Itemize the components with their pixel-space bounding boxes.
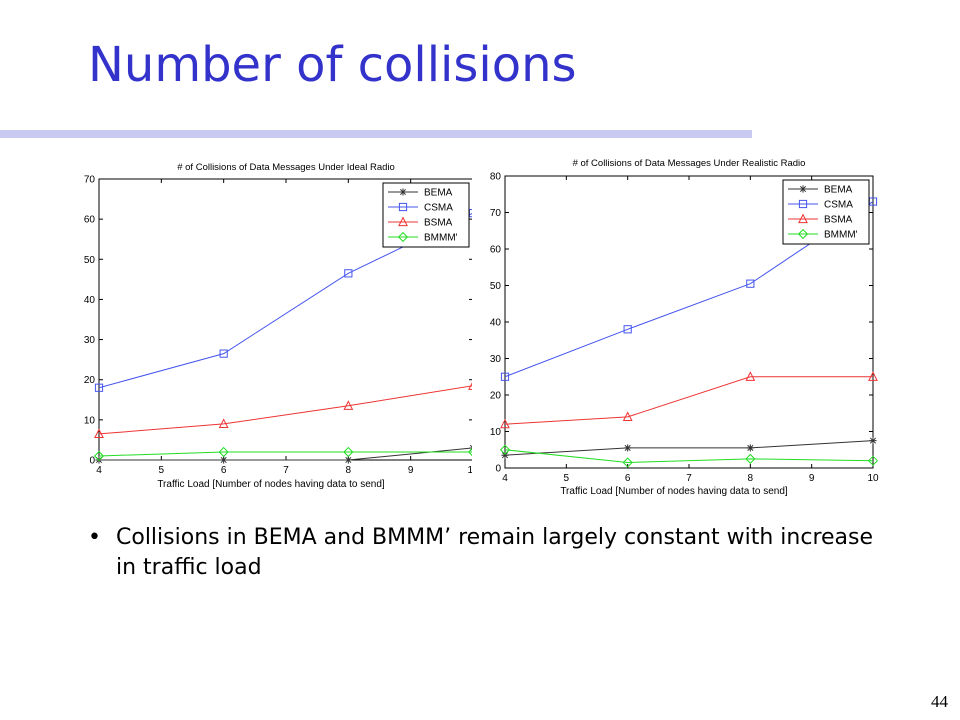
legend-square-marker [398, 202, 408, 212]
y-tick-label: 0 [495, 464, 501, 475]
x-tick-label: 5 [564, 473, 570, 484]
y-tick-label: 30 [84, 335, 96, 346]
data-point-square-marker [500, 372, 510, 381]
data-point-diamond-marker [93, 450, 105, 462]
data-point-diamond-marker [343, 446, 354, 458]
x-tick-label: 4 [502, 473, 508, 484]
data-point-triangle-marker [745, 371, 756, 381]
y-tick-label: 20 [84, 375, 96, 386]
y-tick-label: 30 [490, 354, 502, 365]
x-tick-label: 6 [221, 465, 227, 476]
legend-diamond-marker [397, 231, 409, 243]
y-tick-label: 40 [84, 295, 96, 306]
y-tick-label: 0 [89, 456, 95, 467]
y-tick-label: 50 [84, 255, 96, 266]
data-point-diamond-marker [467, 447, 472, 457]
x-tick-label: 7 [686, 473, 692, 484]
legend-label: CSMA [824, 200, 853, 211]
data-point-triangle-marker [500, 418, 510, 429]
y-tick-label: 50 [490, 281, 502, 292]
bullet-dot-icon: • [88, 525, 101, 550]
bullet-item: • Collisions in BEMA and BMMM’ remain la… [86, 523, 886, 583]
data-point-star-marker [624, 444, 632, 452]
data-point-diamond-marker [499, 444, 511, 455]
data-point-triangle-marker [468, 382, 472, 390]
legend-star-marker [799, 185, 807, 193]
x-tick-label: 10 [467, 465, 472, 476]
series-line-bema [99, 447, 472, 461]
data-point-diamond-marker [867, 455, 879, 466]
y-tick-label: 10 [84, 415, 96, 426]
legend-star-marker [399, 188, 407, 196]
title-underline-bar [0, 130, 752, 138]
chart-title: # of Collisions of Data Messages Under I… [177, 162, 395, 173]
x-tick-label: 6 [625, 473, 631, 484]
slide-title: Number of collisions [88, 37, 577, 93]
chart-title: # of Collisions of Data Messages Under R… [573, 158, 806, 169]
data-point-star-marker [869, 437, 877, 445]
series-line-bsma [98, 385, 472, 435]
data-point-square-marker [94, 383, 104, 392]
data-point-star-marker [220, 456, 228, 464]
legend-box [782, 179, 870, 245]
bullet-list: • Collisions in BEMA and BMMM’ remain la… [86, 523, 886, 583]
legend-box [382, 182, 470, 248]
data-point-square-marker [623, 325, 632, 334]
y-tick-label: 70 [490, 208, 502, 219]
x-tick-label: 8 [748, 473, 754, 484]
legend-label: CSMA [424, 203, 453, 214]
page-number: 44 [931, 692, 948, 711]
x-tick-label: 4 [96, 465, 102, 476]
data-point-square-marker [219, 349, 228, 358]
x-tick-label: 9 [408, 465, 414, 476]
legend-label: BSMA [424, 218, 453, 229]
x-tick-label: 10 [867, 473, 879, 484]
y-tick-label: 40 [490, 318, 502, 329]
data-point-square-marker [468, 209, 472, 218]
legend-label: BEMA [424, 188, 453, 199]
chart-realistic-radio: # of Collisions of Data Messages Under R… [480, 150, 888, 500]
chart-ideal-radio: # of Collisions of Data Messages Under I… [72, 150, 472, 500]
data-point-diamond-marker [622, 457, 633, 468]
data-point-triangle-marker [218, 418, 229, 428]
x-tick-label: 9 [809, 473, 815, 484]
x-axis-label: Traffic Load [Number of nodes having dat… [157, 479, 385, 490]
y-tick-label: 60 [84, 215, 96, 226]
data-point-diamond-marker [745, 453, 756, 464]
legend-label: BMMM' [824, 230, 858, 241]
data-point-diamond-marker [218, 446, 229, 458]
legend-triangle-marker [798, 213, 808, 224]
series-line-bsma [504, 376, 873, 425]
bullet-text: Collisions in BEMA and BMMM’ remain larg… [116, 525, 874, 580]
data-point-triangle-marker [868, 371, 878, 381]
y-tick-label: 20 [490, 391, 502, 402]
legend-label: BMMM' [424, 233, 458, 244]
x-tick-label: 7 [283, 465, 289, 476]
data-point-triangle-marker [94, 428, 104, 439]
legend-label: BSMA [824, 215, 853, 226]
y-tick-label: 80 [490, 172, 502, 183]
legend-square-marker [798, 199, 808, 209]
series-line-bema [504, 440, 874, 456]
series-line-bmmm [98, 451, 472, 457]
x-tick-label: 8 [346, 465, 352, 476]
legend-diamond-marker [797, 228, 809, 240]
data-point-star-marker [501, 451, 509, 459]
legend-triangle-marker [398, 216, 408, 227]
x-tick-label: 5 [159, 465, 165, 476]
x-axis-label: Traffic Load [Number of nodes having dat… [560, 486, 788, 497]
y-tick-label: 60 [490, 245, 502, 256]
y-tick-label: 70 [84, 175, 96, 186]
data-point-star-marker [344, 456, 352, 464]
data-point-star-marker [746, 444, 754, 452]
data-point-square-marker [344, 269, 353, 278]
y-tick-label: 10 [490, 427, 502, 438]
series-line-bmmm [504, 449, 874, 464]
data-point-triangle-marker [343, 400, 354, 410]
data-point-triangle-marker [622, 411, 633, 421]
data-point-square-marker [746, 279, 755, 288]
legend-label: BEMA [824, 185, 853, 196]
